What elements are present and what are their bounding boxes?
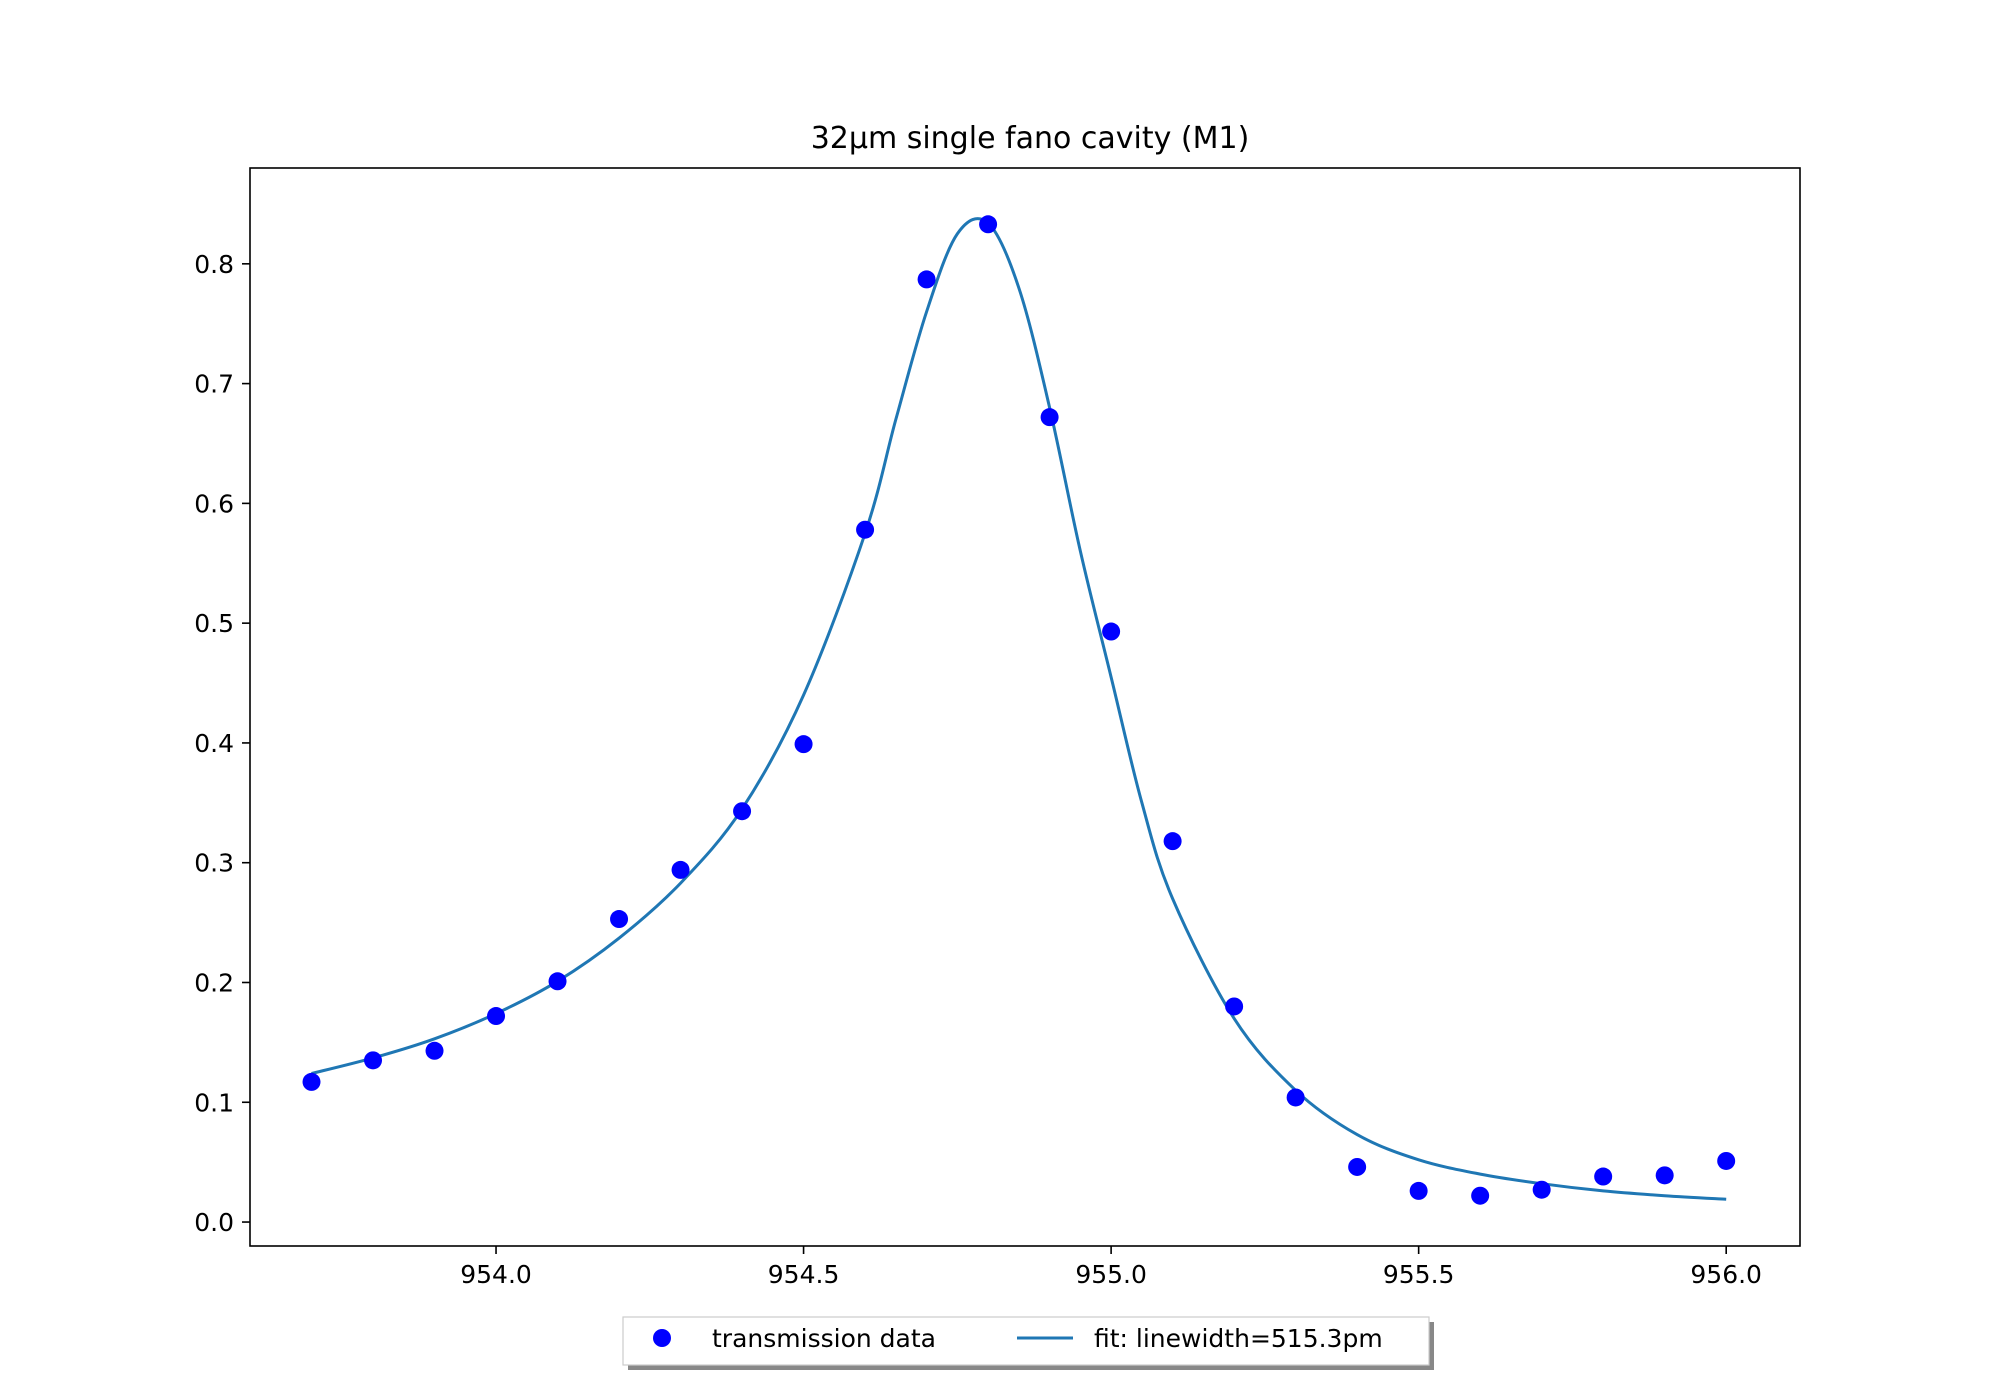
fit-curve (311, 217, 1727, 1201)
legend-label-data: transmission data (712, 1324, 936, 1353)
data-point (1225, 997, 1244, 1016)
data-point (1040, 408, 1059, 427)
y-tick-label: 0.5 (194, 609, 234, 638)
y-axis: 0.0 0.1 0.2 0.3 0.4 0.5 0.6 0.7 0.8 (194, 250, 250, 1237)
data-point (425, 1041, 444, 1060)
data-point (1655, 1166, 1674, 1185)
x-tick-label: 955.0 (1075, 1260, 1147, 1289)
x-tick-label: 955.5 (1383, 1260, 1455, 1289)
data-point (302, 1072, 321, 1091)
data-point (1594, 1167, 1613, 1186)
data-point (487, 1007, 506, 1026)
data-point (671, 860, 690, 879)
data-point (1471, 1186, 1490, 1205)
fit-line-layer (311, 217, 1727, 1201)
chart-title: 32μm single fano cavity (M1) (811, 121, 1250, 156)
data-point (1102, 622, 1121, 641)
data-point (1163, 832, 1182, 851)
y-tick-label: 0.2 (194, 968, 234, 997)
data-point (1532, 1180, 1551, 1199)
data-point (856, 520, 875, 539)
data-point (733, 802, 752, 821)
data-points-layer (302, 215, 1736, 1205)
x-tick-label: 954.0 (460, 1260, 532, 1289)
x-tick-label: 954.5 (768, 1260, 840, 1289)
x-axis: 954.0 954.5 955.0 955.5 956.0 (460, 1246, 1762, 1289)
legend-marker-data (653, 1329, 671, 1347)
y-tick-label: 0.6 (194, 489, 234, 518)
y-tick-label: 0.7 (194, 370, 234, 399)
data-point (1717, 1151, 1736, 1170)
data-point (917, 270, 936, 289)
data-point (794, 735, 813, 754)
data-point (1348, 1157, 1367, 1176)
legend-box (622, 1316, 1430, 1366)
y-tick-label: 0.3 (194, 849, 234, 878)
data-point (364, 1051, 383, 1070)
x-tick-label: 956.0 (1690, 1260, 1762, 1289)
data-point (1286, 1088, 1305, 1107)
data-point (610, 910, 629, 929)
legend-label-fit: fit: linewidth=515.3pm (1094, 1324, 1383, 1353)
y-tick-label: 0.0 (194, 1208, 234, 1237)
data-point (979, 215, 998, 234)
data-point (548, 972, 567, 991)
y-tick-label: 0.8 (194, 250, 234, 279)
legend: transmission data fit: linewidth=515.3pm (622, 1316, 1434, 1370)
plot-frame (249, 167, 1801, 1247)
data-point (1409, 1181, 1428, 1200)
y-tick-label: 0.1 (194, 1088, 234, 1117)
y-tick-label: 0.4 (194, 729, 234, 758)
